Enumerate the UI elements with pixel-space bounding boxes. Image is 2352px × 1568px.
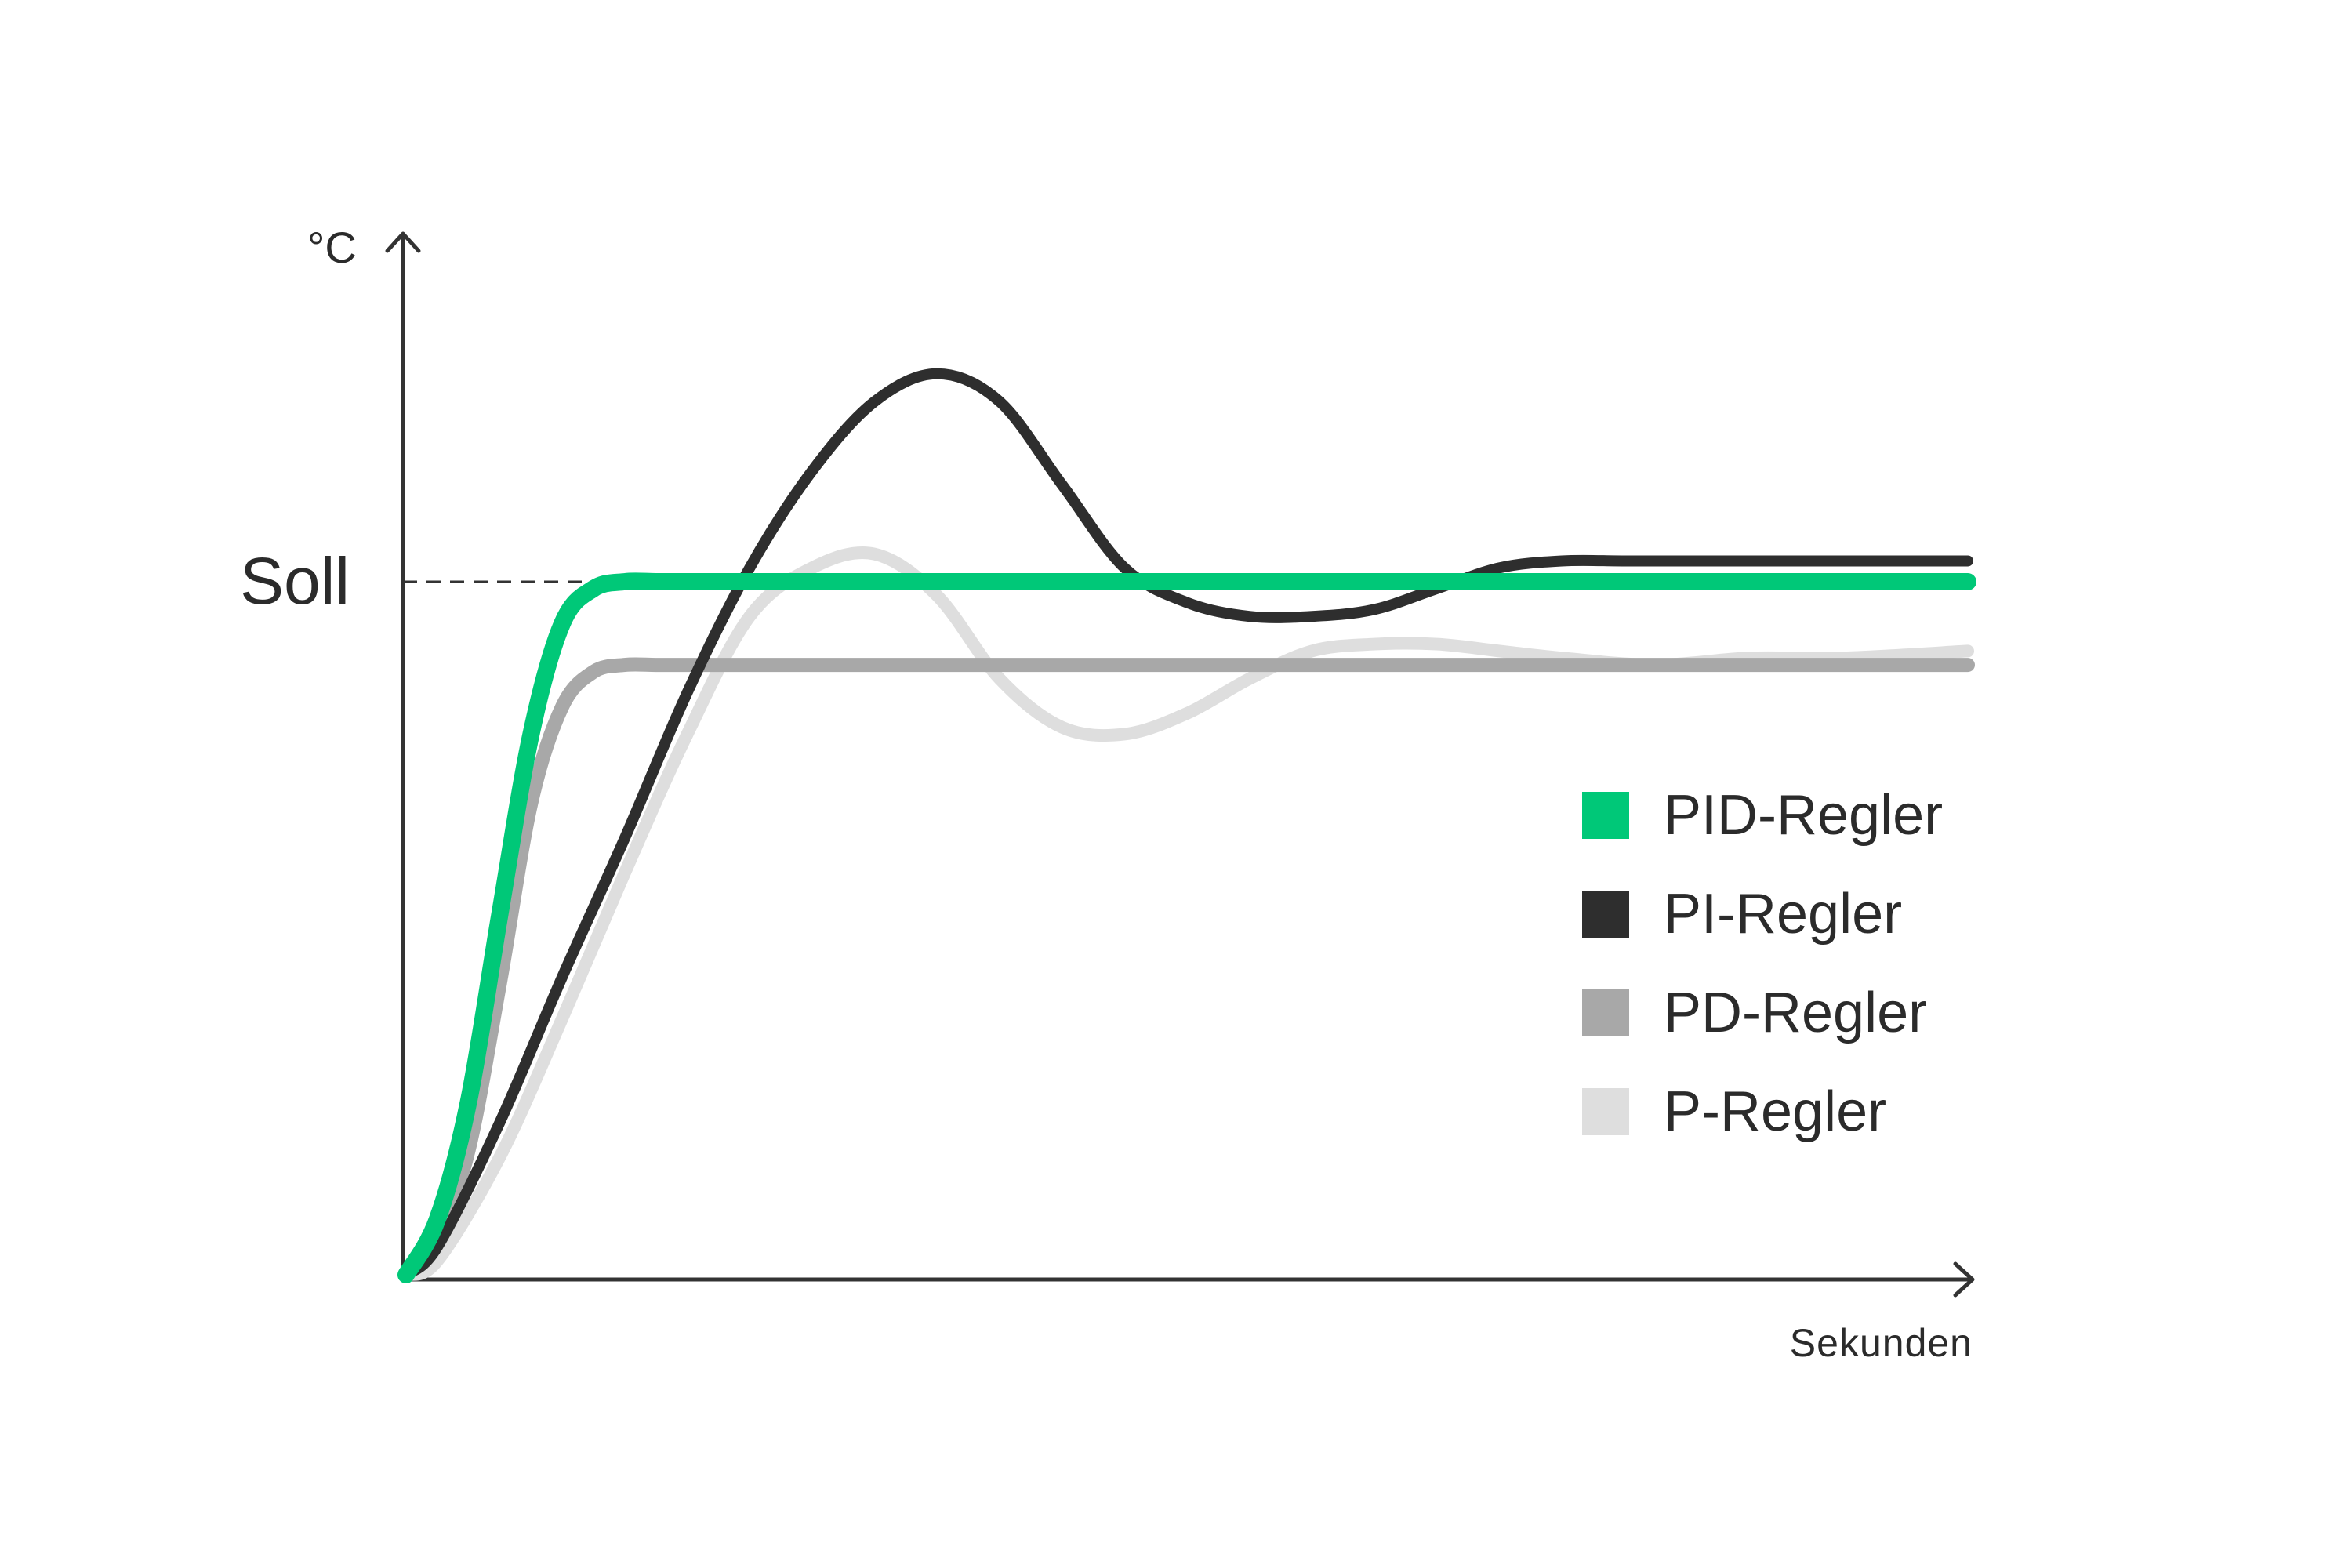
setpoint-label: Soll <box>240 544 350 618</box>
series-group <box>397 368 1976 1283</box>
legend-swatch-pd-regler <box>1582 989 1629 1036</box>
x-axis-label: Sekunden <box>1790 1321 1973 1365</box>
series-line-pi-regler <box>401 368 1973 1280</box>
legend-swatch-pi-regler <box>1582 891 1629 938</box>
legend-label-pid-regler: PID-Regler <box>1664 784 1943 847</box>
legend-swatch-pid-regler <box>1582 792 1629 839</box>
axes <box>385 231 1975 1298</box>
y-axis-arrow <box>385 231 421 253</box>
legend: PID-Regler PI-Regler PD-Regler P-Regler <box>1582 784 1943 1143</box>
x-axis-arrow <box>1953 1261 1975 1298</box>
legend-label-pi-regler: PI-Regler <box>1664 883 1902 946</box>
series-line-pid-regler <box>397 572 1976 1283</box>
legend-label-pd-regler: PD-Regler <box>1664 982 1927 1044</box>
y-axis-label: °C <box>307 223 357 272</box>
legend-swatch-p-regler <box>1582 1088 1629 1135</box>
legend-label-p-regler: P-Regler <box>1664 1080 1886 1143</box>
series-line-pd-regler <box>399 657 1975 1282</box>
